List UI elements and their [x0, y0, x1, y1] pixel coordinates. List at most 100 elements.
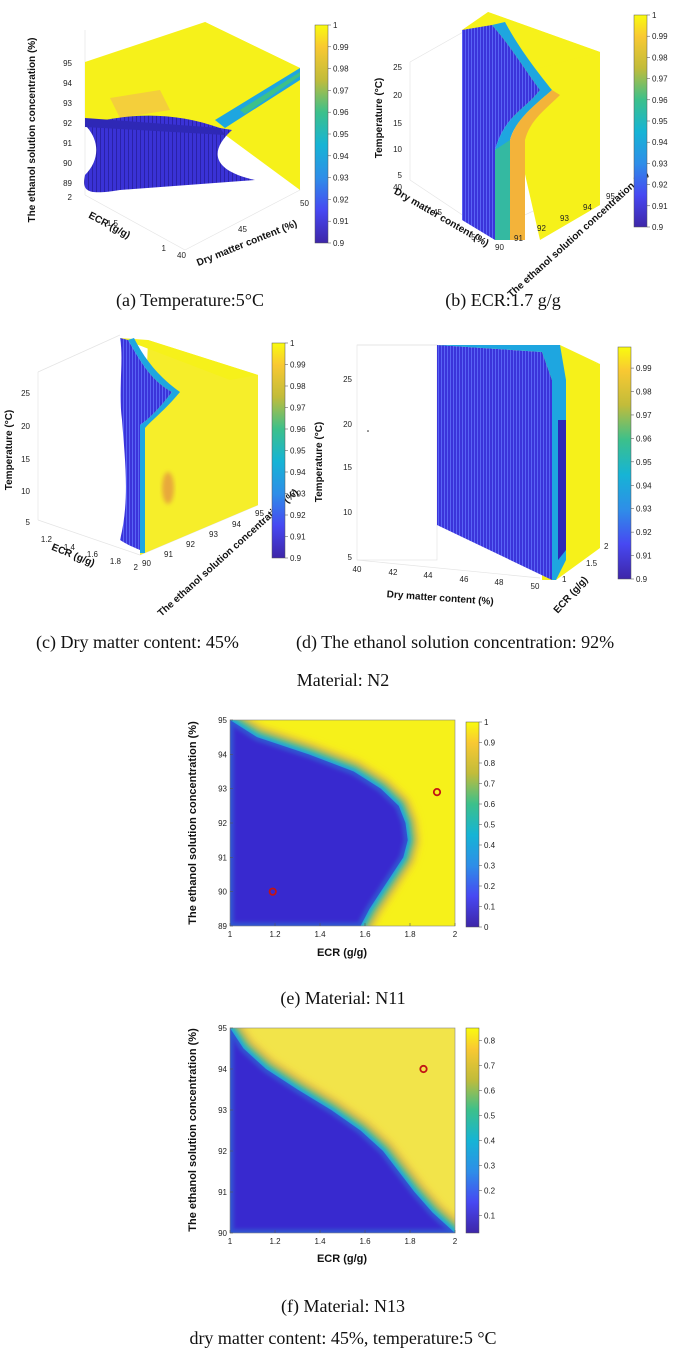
y-tick-label: 93	[218, 1106, 227, 1115]
colorbar-tick-label: 0.97	[636, 411, 652, 420]
colorbar-tick-label: 0.94	[636, 481, 652, 490]
panel-a-z-tick: 94	[63, 79, 72, 88]
colorbar-tick-label: 0.96	[652, 96, 668, 105]
colorbar-tick-label: 0.91	[290, 533, 306, 542]
panel-c-y-tick: 90	[142, 559, 151, 568]
panel-d-x-tick: 46	[460, 575, 469, 584]
panel-e-colorbar-ticks: 0 0.1 0.2 0.3 0.4 0.5 0.6 0.7 0.8 0.9 1	[479, 718, 496, 932]
panel-a-x-tick: 40	[177, 251, 186, 260]
colorbar-tick-label: 0.9	[290, 554, 302, 563]
panel-a-x-tick: 45	[238, 225, 247, 234]
y-tick-label: 90	[218, 1229, 227, 1238]
y-tick-label: 90	[218, 888, 227, 897]
panel-d-dark-strip	[558, 420, 566, 560]
caption-a: (a) Temperature:5°C	[116, 290, 264, 311]
colorbar-tick-label: 0.92	[652, 181, 668, 190]
panel-a-x-tick: 50	[300, 199, 309, 208]
optimum-marker	[432, 787, 442, 797]
panel-c-z-tick: 20	[21, 422, 30, 431]
colorbar-tick-label: 0.96	[636, 434, 652, 443]
colorbar-tick-label: 0.97	[290, 404, 306, 413]
x-tick-label: 1	[228, 930, 233, 939]
colorbar-tick-label: 0.8	[484, 759, 496, 768]
colorbar-tick-label: 0.91	[636, 552, 652, 561]
colorbar-tick-label: 0.9	[636, 575, 648, 584]
panel-a: 89 90 91 92 93 94 95 2 1.5 1 40 45 50 Th…	[27, 21, 349, 269]
panel-d-x-tick: 42	[389, 568, 398, 577]
panel-d-cyan-top	[437, 345, 566, 380]
panel-b-y-tick: 94	[583, 203, 592, 212]
panel-c-z-tick: 25	[21, 389, 30, 398]
colorbar-tick-label: 0.2	[484, 882, 496, 891]
colorbar-tick-label: 0.98	[333, 65, 349, 74]
panel-b-y-tick: 91	[514, 234, 523, 243]
panel-a-z-tick: 91	[63, 139, 72, 148]
colorbar-tick-label: 0.4	[484, 841, 496, 850]
panel-a-colorbar	[314, 24, 329, 244]
colorbar-tick-label: 1	[333, 21, 338, 30]
panel-d-y-label: ECR (g/g)	[552, 575, 591, 616]
panel-b-z-ticks: 5 10 15 20 25	[393, 63, 402, 180]
panel-b-y-ticks: 90 91 92 93 94 95	[495, 192, 615, 252]
x-tick-label: 1	[228, 1237, 233, 1246]
colorbar-tick-label: 0.92	[333, 195, 349, 204]
x-tick-label: 1.2	[269, 1237, 281, 1246]
colorbar-tick-label: 0.99	[636, 364, 652, 373]
colorbar-tick-label: 0.99	[290, 361, 306, 370]
panel-b-z-tick: 25	[393, 63, 402, 72]
panel-b-y-tick: 92	[537, 224, 546, 233]
panel-e-ticks: 1 1.2 1.4 1.6 1.8 2 89 90 91 92 93 94 95	[218, 716, 458, 939]
panel-a-y-label: ECR (g/g)	[86, 210, 131, 241]
panel-d-blue-body	[437, 345, 552, 580]
colorbar-tick-label: 0.95	[290, 447, 306, 456]
caption-b: (b) ECR:1.7 g/g	[445, 290, 561, 311]
panel-d-z-tick: 5	[348, 553, 353, 562]
y-tick-label: 92	[218, 819, 227, 828]
panel-a-z-ticks: 89 90 91 92 93 94 95	[63, 59, 72, 188]
colorbar-tick-label: 0.9	[333, 239, 345, 248]
colorbar-tick-label: 0.1	[484, 1212, 496, 1221]
colorbar-tick-label: 0.93	[652, 159, 668, 168]
panel-c-x-tick: 1.8	[110, 557, 122, 566]
colorbar-tick-label: 0.3	[484, 1162, 496, 1171]
caption-e: (e) Material: N11	[280, 988, 405, 1009]
panel-f: 1 1.2 1.4 1.6 1.8 2 90 91 92 93 94 95 The ethanol s…	[187, 1024, 496, 1265]
panel-e: 1 1.2 1.4 1.6 1.8 2 89 90 91 92 93 94 95 The ethanol…	[187, 716, 496, 959]
panel-c-z-label: Temperature (°C)	[4, 410, 15, 491]
panel-d-dot	[367, 430, 369, 432]
panel-f-plot-frame	[229, 1027, 456, 1234]
panel-b-orange-band	[510, 90, 560, 240]
panel-a-z-tick: 93	[63, 99, 72, 108]
colorbar-tick-label: 0.99	[333, 43, 349, 52]
colorbar-tick-label: 0.98	[636, 388, 652, 397]
x-tick-label: 1.6	[359, 1237, 371, 1246]
panel-b-colorbar	[633, 14, 648, 228]
panel-c-y-tick: 94	[232, 520, 241, 529]
colorbar-tick-label: 0	[484, 923, 489, 932]
colorbar-tick-label: 0.9	[652, 223, 664, 232]
colorbar-tick-label: 0.92	[636, 528, 652, 537]
panel-c-x-tick: 2	[134, 563, 139, 572]
panel-a-front-face	[85, 118, 225, 135]
colorbar-tick-label: 0.95	[636, 458, 652, 467]
colorbar-tick-label: 0.7	[484, 780, 496, 789]
colorbar-tick-label: 0.98	[290, 382, 306, 391]
panel-c-z-tick: 5	[26, 518, 31, 527]
colorbar-tick-label: 0.93	[333, 174, 349, 183]
panel-a-green-edge	[240, 72, 300, 114]
x-tick-label: 2	[453, 930, 458, 939]
panel-a-blue-edge	[215, 68, 300, 128]
panel-d-z-tick: 15	[343, 463, 352, 472]
panel-d-x-label: Dry matter content (%)	[386, 589, 494, 607]
heatmap-low-region-core	[230, 1028, 455, 1233]
colorbar-tick-label: 0.3	[484, 862, 496, 871]
y-tick-label: 91	[218, 1188, 227, 1197]
panel-b-green-band	[495, 140, 510, 240]
panel-c-y-tick: 91	[164, 550, 173, 559]
colorbar-tick-label: 0.4	[484, 1137, 496, 1146]
colorbar-tick-label: 0.98	[652, 53, 668, 62]
panel-c-z-ticks: 5 10 15 20 25	[21, 389, 30, 527]
colorbar-tick-label: 0.1	[484, 903, 496, 912]
colorbar-tick-label: 0.91	[652, 202, 668, 211]
panel-d-x-ticks: 40 42 44 46 48 50	[353, 565, 540, 591]
